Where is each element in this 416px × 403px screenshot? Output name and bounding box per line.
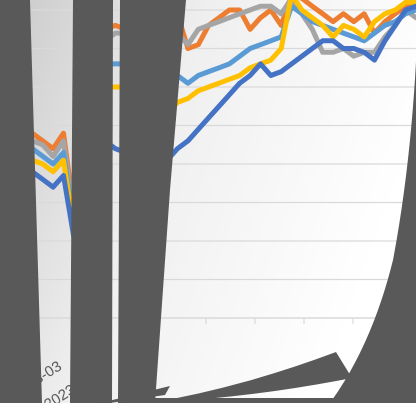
occluding-shape xyxy=(330,62,416,403)
occluding-shape xyxy=(70,0,113,403)
occluding-shape xyxy=(150,352,352,403)
occluding-shape xyxy=(150,398,416,403)
occluding-shape xyxy=(100,386,170,403)
occluding-shape xyxy=(0,0,42,403)
occluding-shape xyxy=(118,0,186,403)
